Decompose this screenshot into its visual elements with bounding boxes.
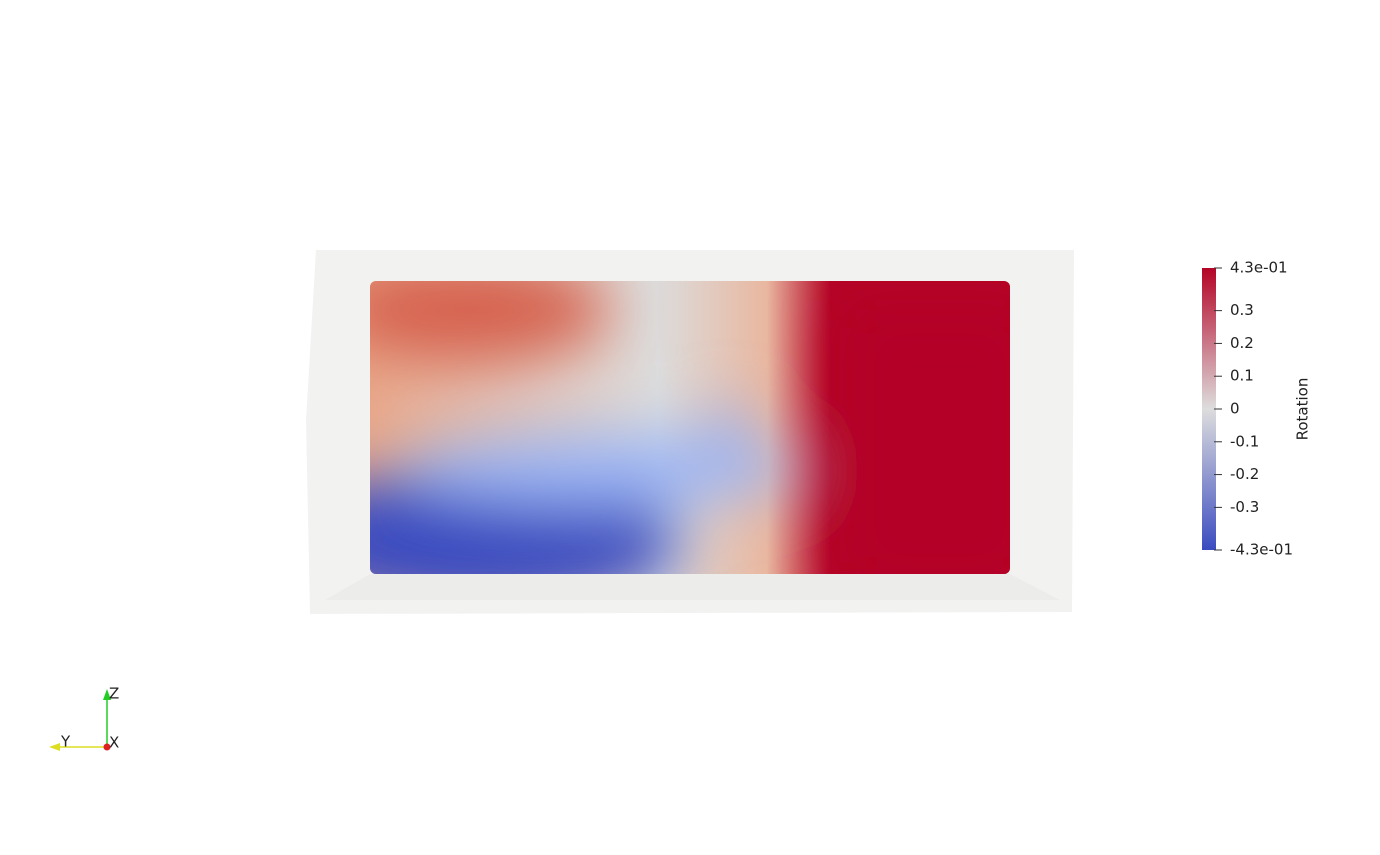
colorbar-title: Rotation: [1294, 378, 1312, 441]
field-red-top: [370, 281, 610, 360]
colorbar-tick-label: 0.3: [1230, 301, 1254, 319]
colorbar-tick-label: -0.3: [1230, 498, 1259, 516]
domain-floor: [325, 574, 1060, 600]
y-label: Y: [60, 733, 71, 751]
colorbar-tick-label: -0.1: [1230, 432, 1259, 450]
x-label: X: [109, 734, 119, 752]
colorbar-tick-label: 0.2: [1230, 334, 1254, 352]
field-vortex: [706, 405, 750, 445]
colorbar-tick-label: -0.2: [1230, 465, 1259, 483]
field: [370, 281, 1010, 574]
colorbar-tick-label: -4.3e-01: [1230, 541, 1293, 559]
field-blue: [370, 470, 680, 574]
z-label: Z: [109, 685, 119, 703]
field-light-blue: [400, 435, 800, 505]
y-arrow: [49, 743, 60, 751]
z-arrow: [103, 689, 111, 700]
x-axis: [103, 743, 111, 751]
field-red-right: [840, 300, 1010, 574]
colorbar-tick-label: 0: [1230, 400, 1240, 418]
colorbar-tick-label: 0.1: [1230, 367, 1254, 385]
colorbar-tick-label: 4.3e-01: [1230, 259, 1288, 277]
colorbar: [1202, 268, 1216, 550]
